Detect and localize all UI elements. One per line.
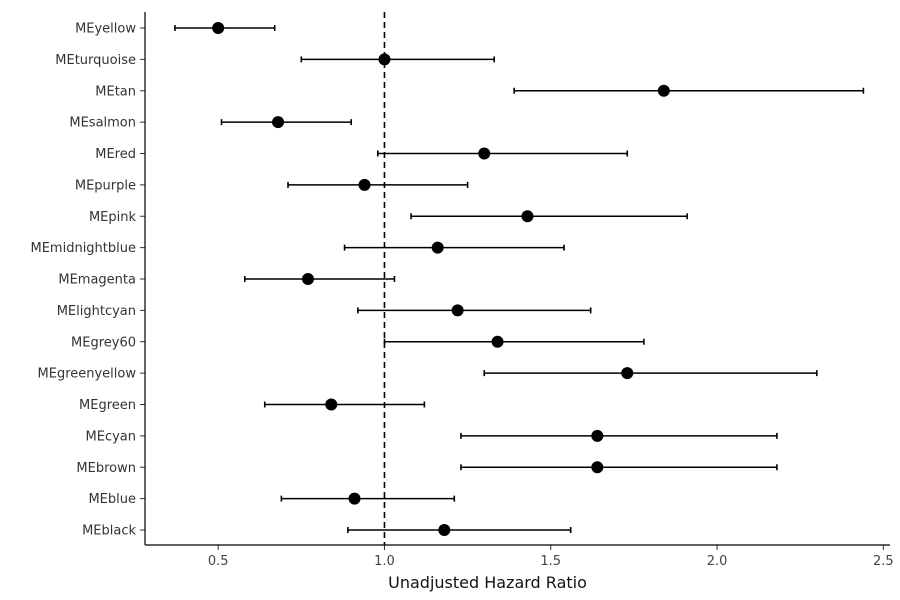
hazard-ratio-point [358,178,371,191]
hazard-ratio-point [431,241,444,254]
category-label: MElightcyan [57,304,136,319]
hazard-ratio-point [272,116,285,129]
x-tick-label: 1.0 [374,554,395,569]
hazard-ratio-point [325,398,338,411]
category-labels: MEyellow MEturquoise MEtan MEsalmon MEred MEp… [31,22,145,539]
estimates-group [174,22,865,536]
hazard-ratio-point [348,492,361,505]
category-label: MEgreen [79,398,136,413]
hazard-ratio-point [451,304,464,317]
hazard-ratio-point [438,524,451,536]
category-label: MEbrown [76,461,136,476]
category-label: MEsalmon [69,116,136,131]
category-label: MEmagenta [58,273,136,288]
category-label: MEmidnightblue [31,241,137,256]
x-axis-title: Unadjusted Hazard Ratio [388,573,587,592]
hazard-ratio-point [591,429,604,442]
x-tick-label: 0.5 [208,554,229,569]
category-label: MEblue [88,492,136,507]
hazard-ratio-point [491,335,504,348]
category-label: MEgreenyellow [38,367,137,382]
hazard-ratio-point [378,53,391,66]
category-label: MEpurple [75,178,136,193]
hazard-ratio-point [212,22,225,34]
category-label: MEblack [82,524,136,539]
x-tick-label: 2.5 [873,554,894,569]
hazard-ratio-point [478,147,491,160]
hazard-ratio-point [301,273,314,285]
x-tick-label: 2.0 [707,554,728,569]
category-label: MEturquoise [55,53,136,68]
category-label: MEtan [95,84,136,99]
category-label: MEred [95,147,136,162]
category-label: MEgrey60 [71,335,136,350]
x-tick-label: 1.5 [540,554,561,569]
category-label: MEcyan [86,429,136,444]
hazard-ratio-point [657,84,670,97]
hazard-ratio-point [621,367,634,380]
category-label: MEpink [89,210,137,225]
hazard-ratio-point [591,461,604,474]
x-axis-ticks: 0.5 1.0 1.5 2.0 2.5 [208,545,894,569]
hazard-ratio-point [521,210,534,223]
category-label: MEyellow [75,22,136,37]
